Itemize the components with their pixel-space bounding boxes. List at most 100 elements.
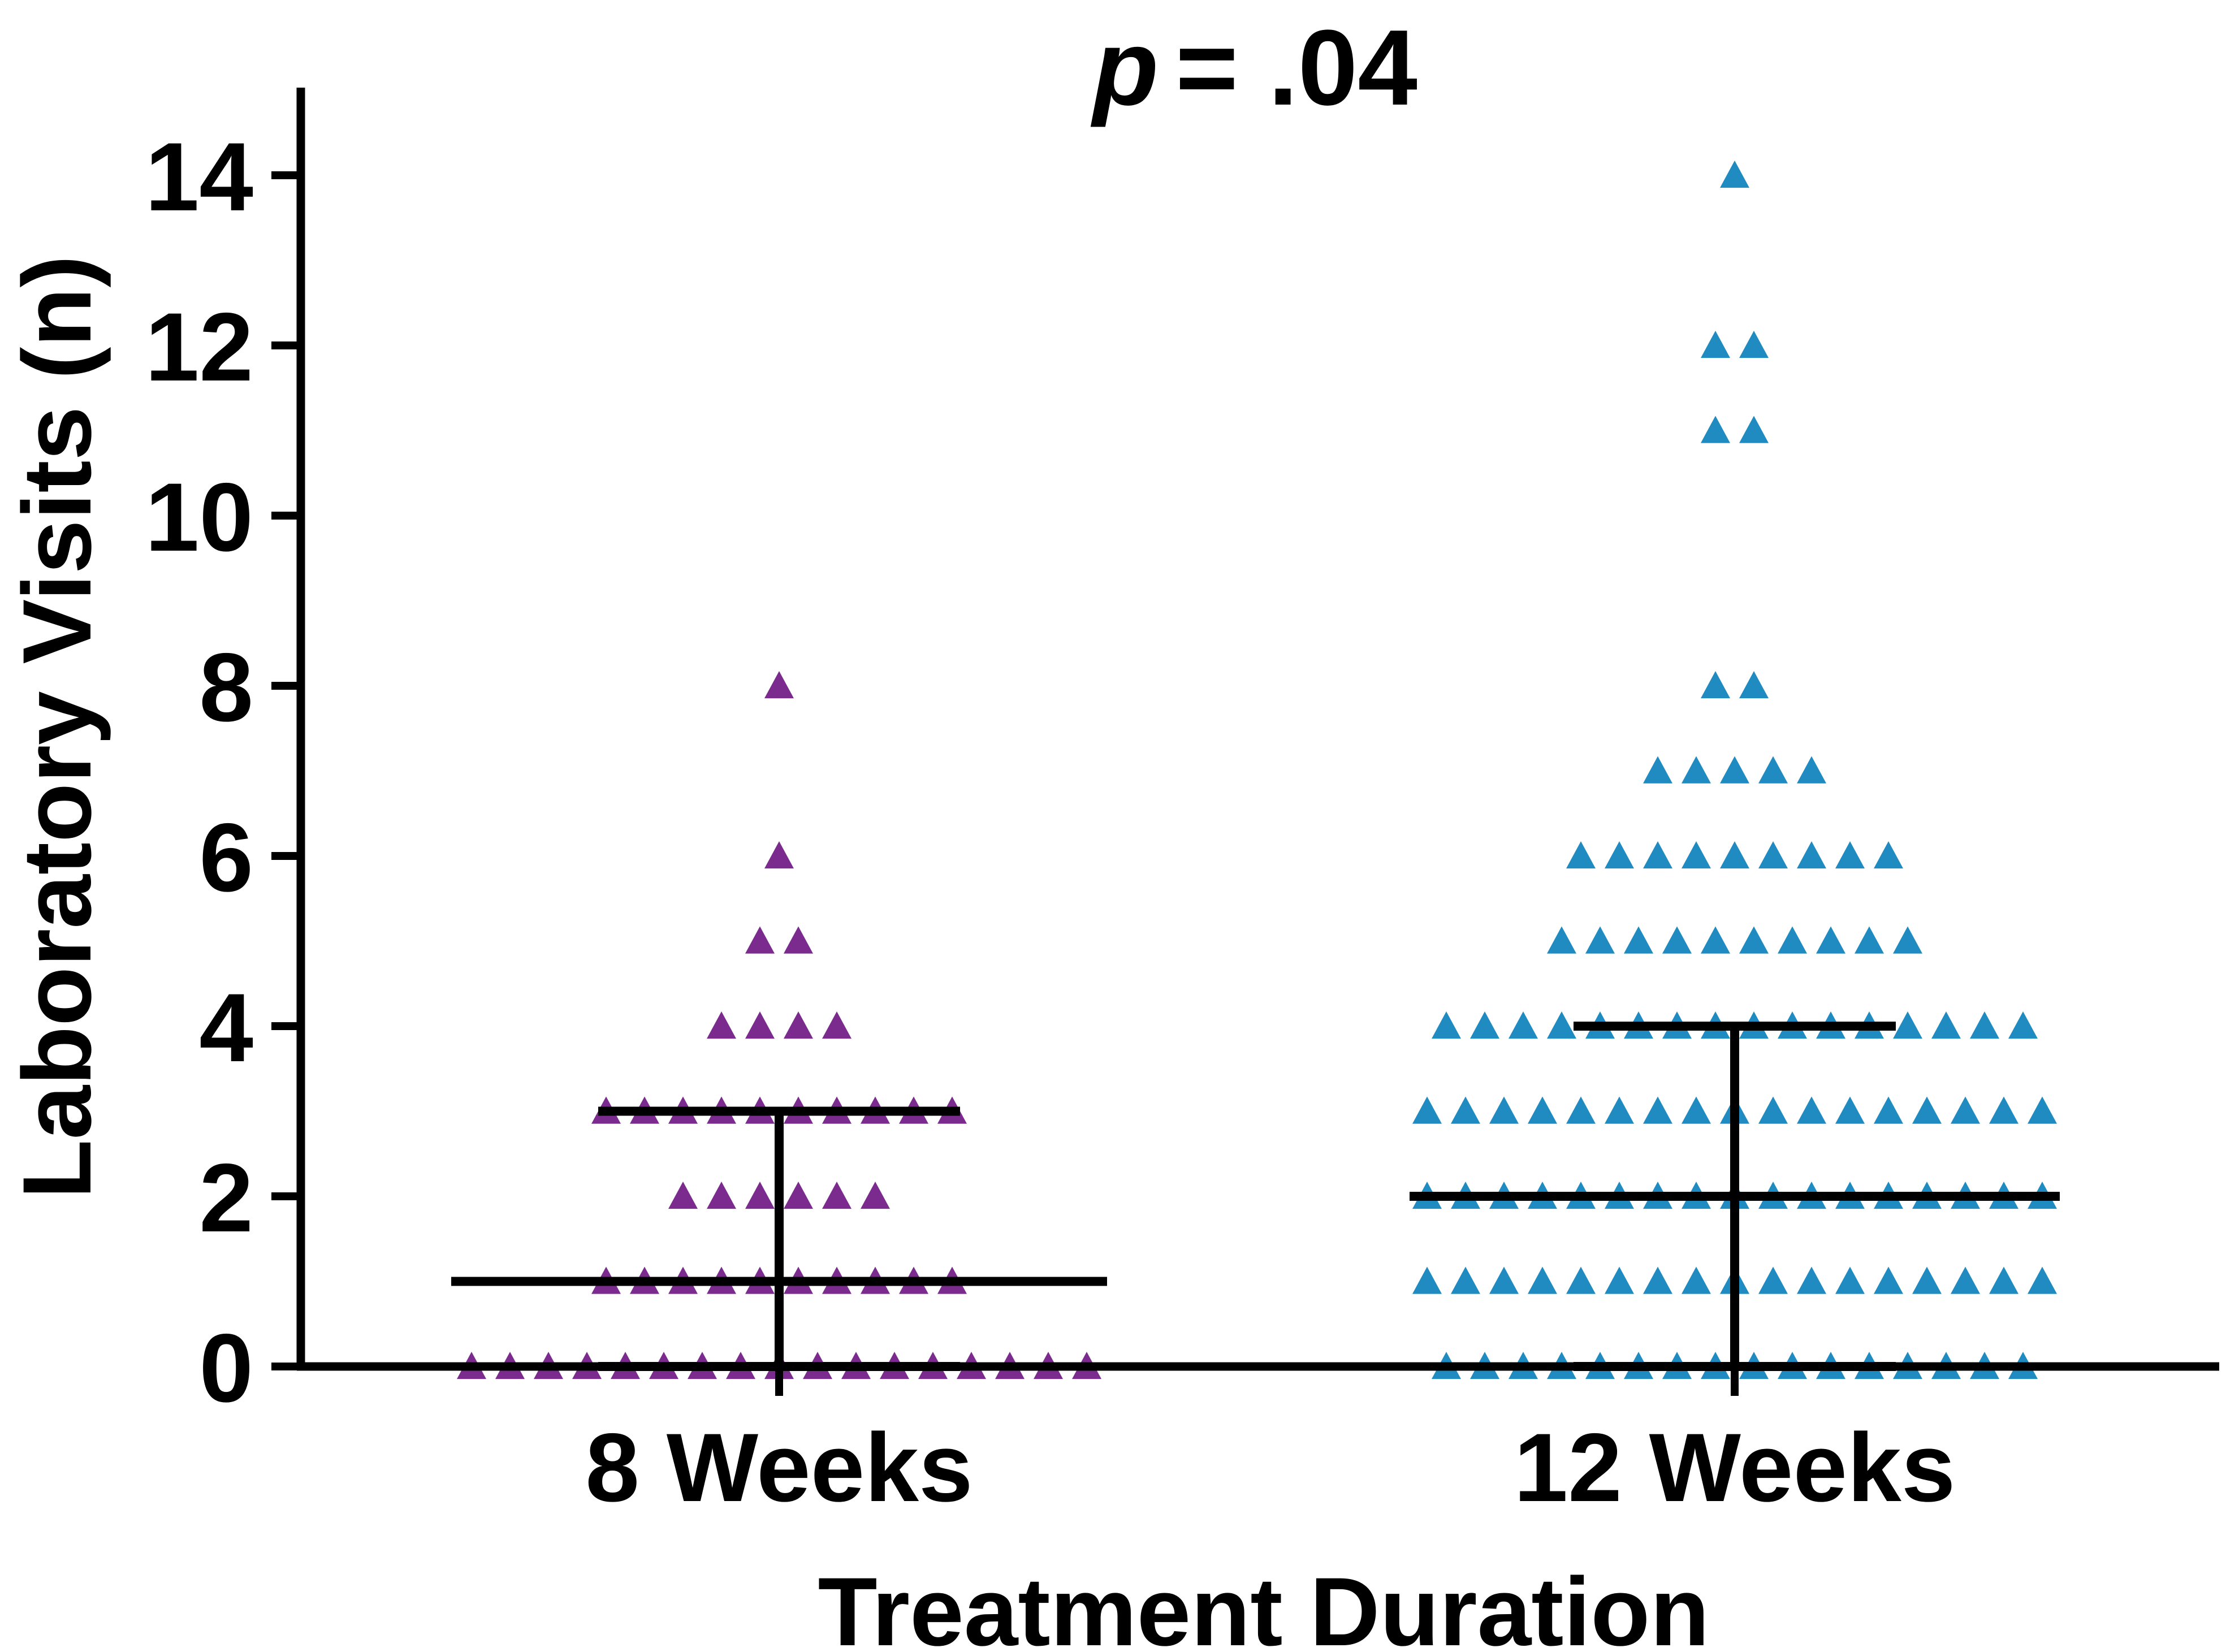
data-point-2-1-3	[1489, 1266, 1519, 1294]
data-point-2-3-2	[1451, 1096, 1480, 1124]
x-axis-label: Treatment Duration	[818, 1558, 1710, 1652]
data-point-2-4-2	[1470, 1011, 1499, 1039]
data-point-2-3-10	[1758, 1096, 1788, 1124]
data-point-2-3-17	[2028, 1096, 2057, 1124]
y-tick-label-14: 14	[145, 123, 253, 231]
data-point-2-3-1	[1412, 1096, 1442, 1124]
data-point-2-3-16	[1989, 1096, 2018, 1124]
data-point-1-5-2	[784, 926, 813, 954]
data-point-2-1-10	[1758, 1266, 1788, 1294]
y-tick-label-4: 4	[199, 974, 253, 1082]
data-point-2-8-1	[1701, 671, 1730, 699]
data-point-1-4-3	[784, 1011, 813, 1039]
data-point-2-6-4	[1682, 841, 1711, 869]
y-tick-label-0: 0	[199, 1314, 253, 1422]
data-point-2-3-12	[1835, 1096, 1865, 1124]
data-point-1-2-6	[861, 1182, 890, 1209]
data-point-2-1-4	[1528, 1266, 1557, 1294]
data-point-2-5-9	[1855, 926, 1884, 954]
data-point-1-2-2	[707, 1182, 736, 1209]
data-point-2-6-6	[1758, 841, 1788, 869]
x-tick-label-1: 8 Weeks	[585, 1413, 972, 1522]
data-point-1-4-4	[822, 1011, 852, 1039]
data-point-2-14-1	[1720, 161, 1749, 188]
data-point-2-4-13	[1893, 1011, 1922, 1039]
data-point-2-5-7	[1778, 926, 1807, 954]
data-point-2-1-2	[1451, 1266, 1480, 1294]
data-point-1-2-1	[668, 1182, 698, 1209]
data-point-2-7-5	[1797, 756, 1826, 784]
data-point-2-4-3	[1509, 1011, 1538, 1039]
data-point-1-4-1	[707, 1011, 736, 1039]
data-point-2-5-1	[1547, 926, 1576, 954]
data-point-1-8-1	[764, 671, 794, 699]
data-point-2-3-6	[1605, 1096, 1634, 1124]
data-point-2-6-5	[1720, 841, 1749, 869]
y-axis-label: Laboratory Visits (n)	[3, 255, 111, 1199]
data-point-2-6-2	[1605, 841, 1634, 869]
x-tick-label-2: 12 Weeks	[1514, 1413, 1956, 1522]
data-point-2-3-3	[1489, 1096, 1519, 1124]
data-point-2-5-2	[1585, 926, 1615, 954]
data-point-2-4-4	[1547, 1011, 1576, 1039]
data-point-2-6-1	[1566, 841, 1596, 869]
data-point-2-4-16	[2008, 1011, 2038, 1039]
data-point-2-3-13	[1874, 1096, 1903, 1124]
data-point-2-4-15	[1970, 1011, 1999, 1039]
title-value: = .04	[1175, 8, 1417, 128]
data-point-2-11-1	[1701, 416, 1730, 443]
data-point-2-1-7	[1643, 1266, 1672, 1294]
data-point-2-1-13	[1874, 1266, 1903, 1294]
data-point-2-11-2	[1739, 416, 1769, 443]
data-point-2-3-8	[1682, 1096, 1711, 1124]
data-point-2-1-16	[1989, 1266, 2018, 1294]
data-point-2-12-1	[1701, 331, 1730, 358]
data-point-2-1-1	[1412, 1266, 1442, 1294]
data-point-2-4-1	[1432, 1011, 1461, 1039]
summary-layer	[451, 1022, 2060, 1371]
data-point-1-2-5	[822, 1182, 852, 1209]
y-tick-label-12: 12	[145, 293, 253, 401]
data-point-2-5-4	[1662, 926, 1692, 954]
data-point-2-7-4	[1758, 756, 1788, 784]
data-point-2-3-5	[1566, 1096, 1596, 1124]
data-point-2-12-2	[1739, 331, 1769, 358]
data-point-2-3-4	[1528, 1096, 1557, 1124]
data-point-2-3-15	[1951, 1096, 1980, 1124]
data-point-1-4-2	[745, 1011, 775, 1039]
data-point-1-2-4	[784, 1182, 813, 1209]
data-point-2-7-3	[1720, 756, 1749, 784]
data-point-2-3-11	[1797, 1096, 1826, 1124]
data-point-1-6-1	[764, 841, 794, 869]
data-point-2-3-7	[1643, 1096, 1672, 1124]
data-point-2-1-17	[2028, 1266, 2057, 1294]
data-point-1-2-3	[745, 1182, 775, 1209]
axes-layer	[296, 88, 2219, 1371]
data-point-2-1-14	[1912, 1266, 1942, 1294]
data-point-2-5-8	[1816, 926, 1845, 954]
data-point-2-1-12	[1835, 1266, 1865, 1294]
chart-title: p = .04	[1090, 8, 1417, 128]
data-point-2-6-8	[1835, 841, 1865, 869]
data-point-2-7-2	[1682, 756, 1711, 784]
data-point-2-5-3	[1624, 926, 1653, 954]
data-point-2-5-5	[1701, 926, 1730, 954]
data-point-2-5-10	[1893, 926, 1922, 954]
data-point-2-1-5	[1566, 1266, 1596, 1294]
data-point-2-1-11	[1797, 1266, 1826, 1294]
data-point-2-3-14	[1912, 1096, 1942, 1124]
y-tick-label-2: 2	[199, 1144, 253, 1252]
data-point-2-1-6	[1605, 1266, 1634, 1294]
data-point-2-6-9	[1874, 841, 1903, 869]
title-italic-p: p	[1090, 8, 1159, 128]
data-point-2-4-14	[1931, 1011, 1961, 1039]
data-point-2-6-7	[1797, 841, 1826, 869]
data-point-2-1-8	[1682, 1266, 1711, 1294]
data-point-2-1-15	[1951, 1266, 1980, 1294]
ticks-layer: 0 2 4 6 8 10 12 14 8 Weeks 12 Weeks	[145, 123, 1956, 1522]
data-point-2-7-1	[1643, 756, 1672, 784]
y-tick-label-10: 10	[145, 463, 253, 572]
data-point-2-6-3	[1643, 841, 1672, 869]
